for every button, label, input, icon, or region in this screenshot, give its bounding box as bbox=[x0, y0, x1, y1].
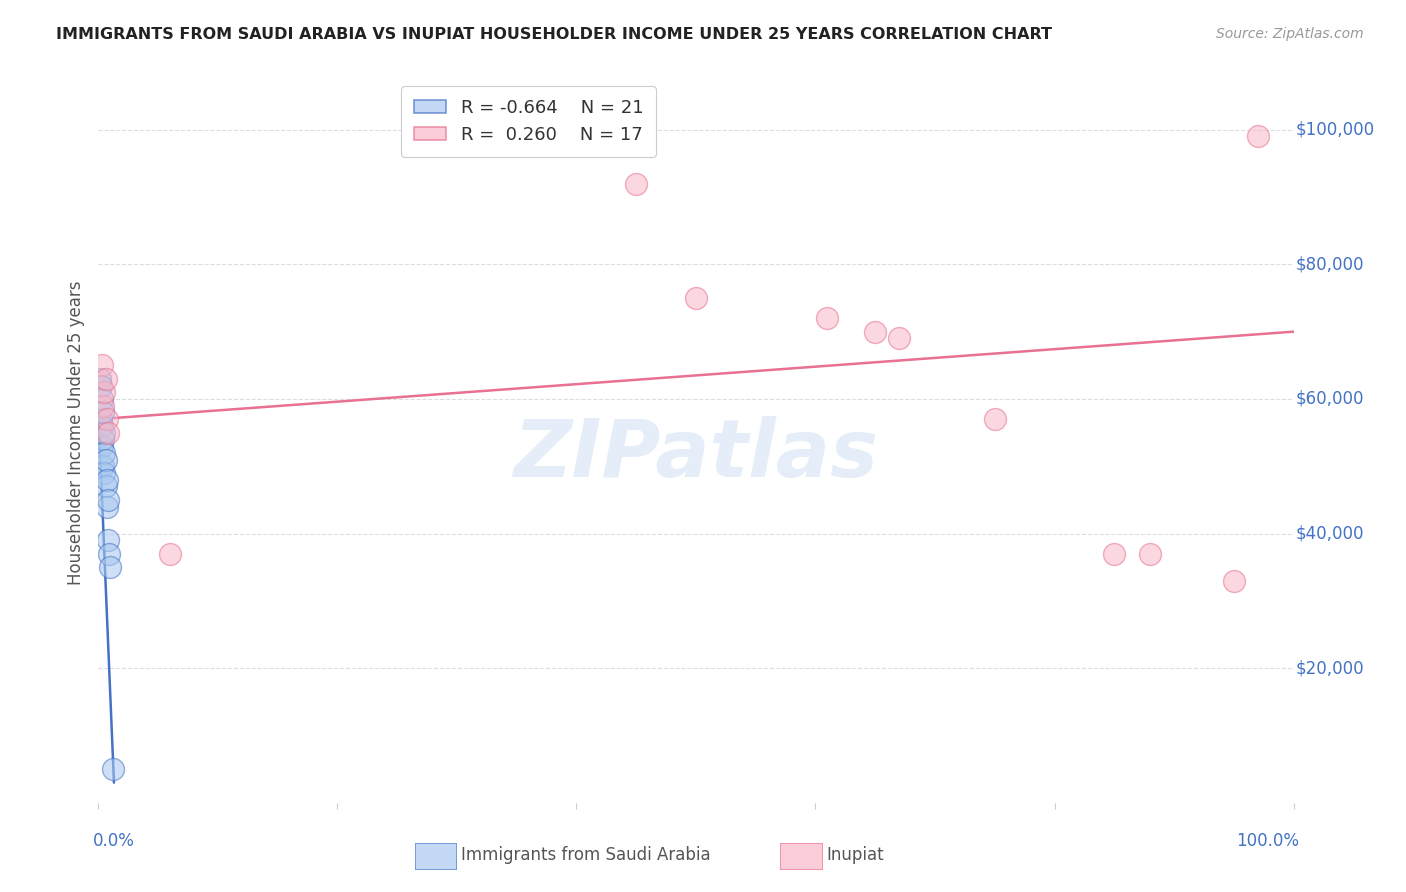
Point bbox=[815, 311, 838, 326]
Point bbox=[1223, 574, 1246, 588]
Point bbox=[98, 560, 122, 574]
Text: Inupiat: Inupiat bbox=[827, 846, 884, 863]
Point bbox=[97, 533, 120, 548]
FancyBboxPatch shape bbox=[415, 843, 457, 870]
Point bbox=[101, 762, 124, 776]
Text: 0.0%: 0.0% bbox=[93, 832, 135, 850]
Point bbox=[93, 466, 115, 480]
Point bbox=[685, 291, 707, 305]
Point bbox=[1139, 547, 1161, 561]
Point bbox=[90, 412, 112, 426]
Point bbox=[91, 418, 114, 433]
Point bbox=[93, 446, 115, 460]
Point bbox=[97, 425, 120, 440]
Text: Source: ZipAtlas.com: Source: ZipAtlas.com bbox=[1216, 27, 1364, 41]
Point bbox=[1104, 547, 1126, 561]
Point bbox=[96, 500, 118, 514]
Text: $40,000: $40,000 bbox=[1296, 524, 1364, 542]
Point bbox=[91, 439, 114, 453]
Point bbox=[94, 452, 117, 467]
Text: $100,000: $100,000 bbox=[1296, 120, 1375, 139]
Point bbox=[91, 392, 114, 406]
Point bbox=[90, 378, 112, 392]
Y-axis label: Householder Income Under 25 years: Householder Income Under 25 years bbox=[66, 280, 84, 585]
Point bbox=[89, 372, 111, 386]
Point bbox=[93, 385, 115, 400]
Point bbox=[91, 399, 114, 413]
Text: $20,000: $20,000 bbox=[1296, 659, 1365, 677]
FancyBboxPatch shape bbox=[780, 843, 823, 870]
Legend: R = -0.664    N = 21, R =  0.260    N = 17: R = -0.664 N = 21, R = 0.260 N = 17 bbox=[401, 87, 657, 157]
Point bbox=[94, 479, 117, 493]
Point bbox=[984, 412, 1007, 426]
Point bbox=[91, 359, 114, 373]
Point bbox=[98, 547, 121, 561]
Point bbox=[889, 331, 911, 345]
Point bbox=[96, 412, 118, 426]
Point bbox=[626, 177, 648, 191]
Point bbox=[93, 425, 115, 440]
Point bbox=[91, 433, 114, 447]
Text: IMMIGRANTS FROM SAUDI ARABIA VS INUPIAT HOUSEHOLDER INCOME UNDER 25 YEARS CORREL: IMMIGRANTS FROM SAUDI ARABIA VS INUPIAT … bbox=[56, 27, 1052, 42]
Point bbox=[865, 325, 887, 339]
Point bbox=[159, 547, 181, 561]
Point bbox=[96, 473, 118, 487]
Text: 100.0%: 100.0% bbox=[1236, 832, 1299, 850]
Point bbox=[91, 459, 114, 474]
Point bbox=[1247, 129, 1270, 144]
Text: $60,000: $60,000 bbox=[1296, 390, 1364, 408]
Point bbox=[97, 492, 120, 507]
Point bbox=[91, 405, 114, 419]
Text: Immigrants from Saudi Arabia: Immigrants from Saudi Arabia bbox=[461, 846, 711, 863]
Point bbox=[94, 372, 117, 386]
Text: $80,000: $80,000 bbox=[1296, 255, 1364, 273]
Text: ZIPatlas: ZIPatlas bbox=[513, 416, 879, 494]
